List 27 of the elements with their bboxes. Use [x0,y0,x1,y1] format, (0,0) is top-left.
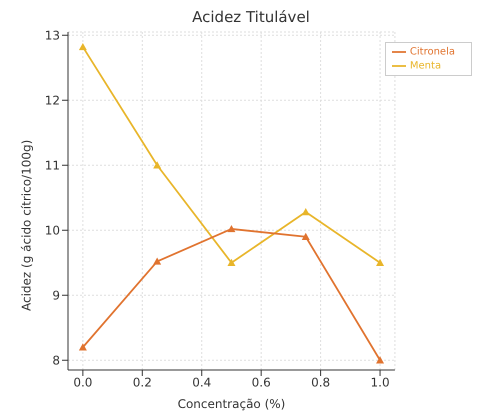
x-axis-title: Concentração (%) [178,397,286,411]
x-tick-label: 0.0 [73,376,92,390]
y-tick-label: 11 [44,158,60,173]
y-tick-label: 9 [52,288,60,303]
point [153,257,162,265]
point [376,258,384,266]
point [302,208,310,216]
legend-label: Citronela [410,46,455,58]
point [78,42,87,50]
x-tick-label: 1.0 [370,376,390,390]
point [78,343,87,350]
point [227,224,236,232]
y-tick-label: 10 [44,224,60,238]
point [302,232,310,240]
y-tick-label: 12 [44,94,60,108]
point [227,258,236,266]
y-axis-title: Acidez (g ácido cítrico/100g) [19,140,34,311]
point [376,356,384,364]
chart-title: Acidez Titulável [191,8,311,28]
point [153,161,162,168]
x-tick-label: 0.2 [132,376,152,390]
y-tick-label: 13 [44,28,60,43]
x-tick-label: 0.4 [192,376,212,390]
y-tick-label: 8 [52,354,60,368]
legend-label: Menta [410,60,442,72]
x-tick-label: 0.8 [311,376,330,390]
x-tick-label: 0.6 [252,376,271,390]
